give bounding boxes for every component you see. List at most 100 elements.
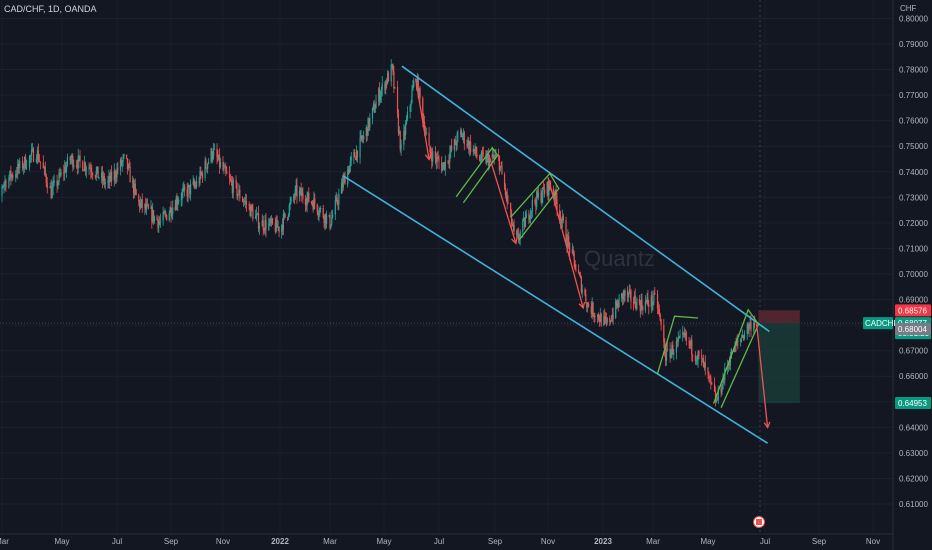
candle	[454, 135, 456, 146]
candle	[404, 125, 406, 141]
time-tick-label: Jul	[112, 537, 122, 546]
candle	[537, 186, 540, 201]
candle	[230, 175, 233, 186]
candle	[269, 218, 271, 227]
candle	[435, 152, 437, 170]
time-tick-label: Nov	[541, 537, 555, 546]
candle	[648, 300, 650, 315]
candle	[211, 148, 213, 163]
candle	[117, 161, 119, 175]
candle	[663, 318, 665, 349]
candle	[222, 156, 224, 172]
candle	[169, 206, 171, 214]
candle	[276, 215, 278, 228]
channel-upper-line	[401, 65, 770, 333]
candle	[341, 175, 343, 193]
candle	[578, 271, 581, 277]
candle	[585, 289, 587, 304]
candle	[536, 190, 538, 211]
candle	[632, 296, 635, 311]
candle	[58, 168, 60, 185]
candle	[10, 165, 12, 186]
candle	[245, 194, 247, 212]
candle	[567, 229, 569, 249]
candle	[729, 351, 732, 371]
candle	[387, 70, 389, 85]
candle	[84, 161, 87, 176]
candle	[293, 192, 296, 205]
candle	[256, 206, 258, 222]
candle	[651, 290, 653, 312]
candle	[621, 292, 623, 303]
candle	[192, 175, 194, 186]
candle	[150, 200, 152, 209]
candle	[375, 94, 377, 109]
candle	[453, 138, 455, 158]
candle	[716, 396, 718, 401]
candle	[25, 159, 28, 171]
candle	[405, 114, 408, 126]
candle	[44, 161, 46, 177]
candle	[460, 127, 462, 138]
time-axis[interactable]: Mar May Jul Sep Nov 2022 Mar May Jul Sep Nov 2023 Ma…	[0, 533, 893, 546]
candle	[594, 312, 596, 323]
candle	[132, 175, 134, 189]
candle	[76, 159, 78, 175]
candle	[92, 172, 94, 180]
candle	[264, 214, 266, 236]
candle	[328, 214, 330, 218]
candle	[283, 211, 285, 220]
candle	[665, 344, 668, 366]
candle	[400, 139, 402, 156]
candle	[374, 103, 376, 114]
candle	[287, 213, 290, 221]
candle	[28, 154, 31, 171]
candle	[164, 208, 166, 217]
candle	[109, 172, 111, 190]
candle	[675, 336, 678, 360]
candle	[159, 213, 162, 228]
candle	[35, 154, 38, 164]
price-tick-label: 0.66000	[899, 372, 928, 381]
candle	[711, 381, 713, 386]
candle	[342, 172, 344, 191]
candle	[605, 312, 607, 327]
candle	[50, 179, 52, 200]
candle	[403, 124, 405, 151]
candle	[199, 166, 201, 186]
price-axis[interactable]: 0.80000 0.79000 0.78000 0.77000 0.76000 0.750…	[892, 0, 928, 550]
event-icon[interactable]	[753, 516, 765, 528]
candle	[571, 243, 573, 255]
candle	[587, 301, 589, 313]
candle	[692, 354, 694, 363]
symbol-header[interactable]: CAD/CHF, 1D, OANDA	[4, 4, 97, 14]
candle	[479, 154, 482, 163]
candle	[552, 185, 555, 195]
time-tick-label: May	[54, 537, 69, 546]
candle	[166, 214, 168, 221]
candle	[9, 170, 11, 181]
stop-loss-zone	[758, 310, 800, 324]
candle	[329, 212, 331, 231]
candle	[210, 147, 212, 164]
candle	[451, 138, 453, 152]
candle	[52, 176, 54, 196]
grid	[0, 0, 893, 534]
candle	[326, 210, 328, 229]
candle	[311, 199, 313, 207]
candle	[645, 299, 647, 304]
candle	[115, 170, 117, 184]
candle	[536, 188, 539, 199]
candle	[666, 341, 669, 352]
candle	[261, 214, 263, 227]
candle	[170, 200, 172, 223]
candle	[592, 301, 594, 318]
candle	[312, 200, 314, 213]
symbol-tag-bg	[863, 317, 893, 330]
candle	[355, 156, 357, 161]
candle	[121, 159, 123, 173]
candle	[743, 330, 746, 341]
candle	[218, 154, 220, 161]
candle	[482, 146, 484, 158]
